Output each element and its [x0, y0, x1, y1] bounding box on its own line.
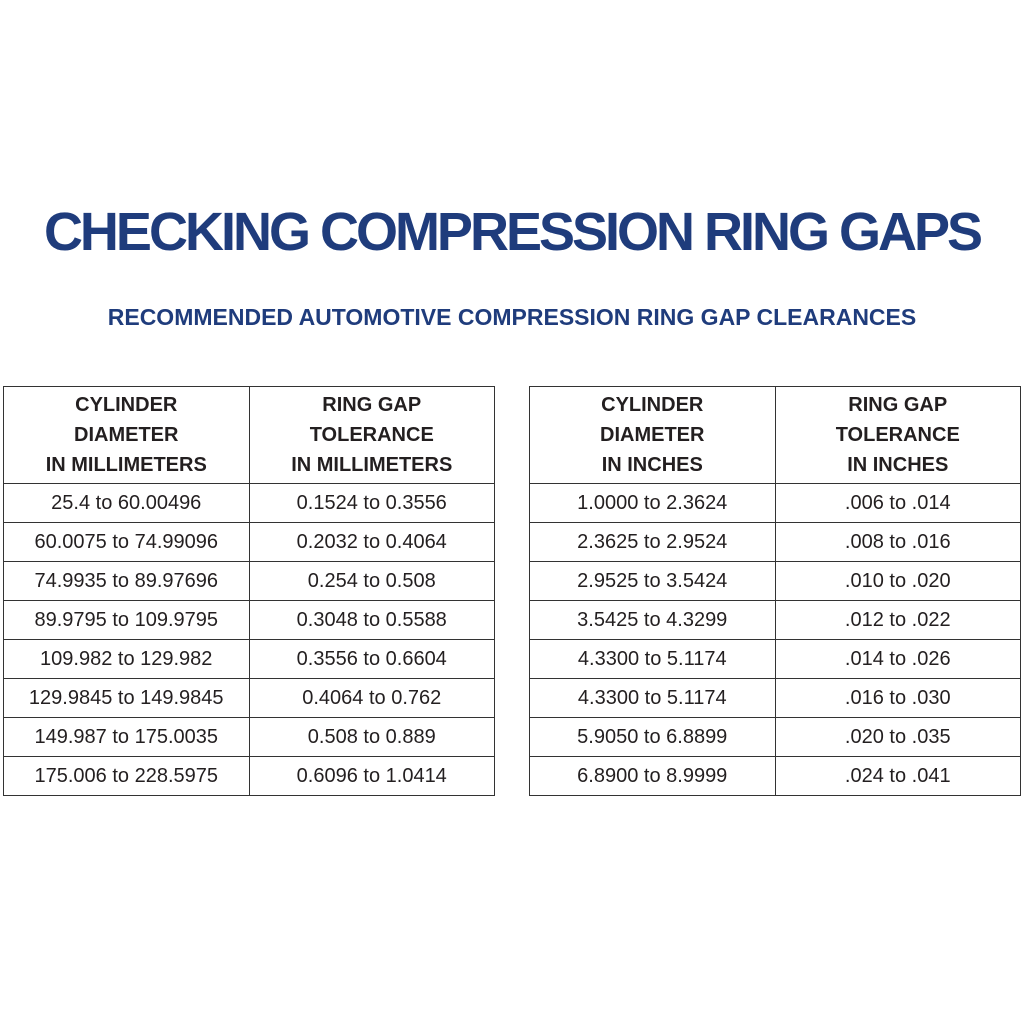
ring-gap-cell: .006 to .014: [774, 483, 1021, 523]
column-header: RING GAP TOLERANCE IN MILLIMETERS: [248, 386, 495, 484]
header-row: CYLINDER DIAMETER IN INCHES RING GAP TOLERAN…: [529, 386, 1021, 484]
table-row: 60.0075 to 74.99096 0.2032 to 0.4064: [3, 522, 495, 562]
column-header-line: DIAMETER: [600, 424, 705, 446]
ring-gap-cell: .014 to .026: [774, 639, 1021, 679]
table-row: 4.3300 to 5.1174.014 to .026: [529, 639, 1021, 679]
header-row: CYLINDER DIAMETER IN MILLIMETERS RING GAP TO…: [3, 386, 495, 484]
table-row: 74.9935 to 89.97696 0.254 to 0.508: [3, 561, 495, 601]
column-header-line: IN INCHES: [847, 454, 949, 476]
cylinder-diameter-cell: 89.9795 to 109.9795: [3, 600, 250, 640]
column-header: CYLINDER DIAMETER IN INCHES: [529, 386, 776, 484]
ring-gap-cell: 0.3556 to 0.6604: [248, 639, 495, 679]
column-header-line: TOLERANCE: [835, 424, 960, 446]
ring-gap-cell: 0.1524 to 0.3556: [248, 483, 495, 523]
ring-gap-cell: 0.3048 to 0.5588: [248, 600, 495, 640]
column-header-line: TOLERANCE: [309, 424, 434, 446]
column-header-line: CYLINDER: [75, 394, 178, 416]
column-header-line: IN MILLIMETERS: [291, 454, 453, 476]
ring-gap-cell: .024 to .041: [774, 756, 1021, 796]
table-row: 5.9050 to 6.8899.020 to .035: [529, 717, 1021, 757]
ring-gap-cell: 0.4064 to 0.762: [248, 678, 495, 718]
column-header-line: DIAMETER: [74, 424, 179, 446]
ring-gap-cell: 0.254 to 0.508: [248, 561, 495, 601]
column-header-line: RING GAP: [848, 394, 948, 416]
ring-gap-cell: .008 to .016: [774, 522, 1021, 562]
cylinder-diameter-cell: 109.982 to 129.982: [3, 639, 250, 679]
table-row: 149.987 to 175.0035 0.508 to 0.889: [3, 717, 495, 757]
column-header: RING GAP TOLERANCE IN INCHES: [774, 386, 1021, 484]
millimeters-table: CYLINDER DIAMETER IN MILLIMETERS RING GAP TO…: [3, 386, 495, 796]
cylinder-diameter-cell: 6.8900 to 8.9999: [529, 756, 776, 796]
cylinder-diameter-cell: 60.0075 to 74.99096: [3, 522, 250, 562]
page-title: CHECKING COMPRESSION RING GAPS: [43, 202, 983, 262]
table-row: 3.5425 to 4.3299.012 to .022: [529, 600, 1021, 640]
inches-table: CYLINDER DIAMETER IN INCHES RING GAP TOLERAN…: [529, 386, 1021, 796]
ring-gap-cell: 0.2032 to 0.4064: [248, 522, 495, 562]
column-header-line: CYLINDER: [601, 394, 704, 416]
table-row: 175.006 to 228.5975 0.6096 to 1.0414: [3, 756, 495, 796]
cylinder-diameter-cell: 175.006 to 228.5975: [3, 756, 250, 796]
cylinder-diameter-cell: 1.0000 to 2.3624: [529, 483, 776, 523]
table-row: 129.9845 to 149.9845 0.4064 to 0.762: [3, 678, 495, 718]
table-row: 4.3300 to 5.1174.016 to .030: [529, 678, 1021, 718]
cylinder-diameter-cell: 4.3300 to 5.1174: [529, 678, 776, 718]
cylinder-diameter-cell: 149.987 to 175.0035: [3, 717, 250, 757]
ring-gap-cell: .016 to .030: [774, 678, 1021, 718]
cylinder-diameter-cell: 2.9525 to 3.5424: [529, 561, 776, 601]
table-row: 6.8900 to 8.9999.024 to .041: [529, 756, 1021, 796]
column-header-line: IN INCHES: [601, 454, 703, 476]
column-header-line: IN MILLIMETERS: [45, 454, 207, 476]
cylinder-diameter-cell: 5.9050 to 6.8899: [529, 717, 776, 757]
cylinder-diameter-cell: 74.9935 to 89.97696: [3, 561, 250, 601]
table-row: 25.4 to 60.00496 0.1524 to 0.3556: [3, 483, 495, 523]
ring-gap-cell: .012 to .022: [774, 600, 1021, 640]
table-row: 89.9795 to 109.9795 0.3048 to 0.5588: [3, 600, 495, 640]
table-row: 1.0000 to 2.3624.006 to .014: [529, 483, 1021, 523]
cylinder-diameter-cell: 25.4 to 60.00496: [3, 483, 250, 523]
cylinder-diameter-cell: 129.9845 to 149.9845: [3, 678, 250, 718]
cylinder-diameter-cell: 4.3300 to 5.1174: [529, 639, 776, 679]
column-header-line: RING GAP: [322, 394, 422, 416]
ring-gap-cell: 0.508 to 0.889: [248, 717, 495, 757]
column-header: CYLINDER DIAMETER IN MILLIMETERS: [3, 386, 250, 484]
table-row: 109.982 to 129.982 0.3556 to 0.6604: [3, 639, 495, 679]
table-row: 2.3625 to 2.9524.008 to .016: [529, 522, 1021, 562]
cylinder-diameter-cell: 3.5425 to 4.3299: [529, 600, 776, 640]
cylinder-diameter-cell: 2.3625 to 2.9524: [529, 522, 776, 562]
ring-gap-cell: .020 to .035: [774, 717, 1021, 757]
page-subtitle: RECOMMENDED AUTOMOTIVE COMPRESSION RING …: [107, 304, 917, 330]
ring-gap-cell: 0.6096 to 1.0414: [248, 756, 495, 796]
ring-gap-cell: .010 to .020: [774, 561, 1021, 601]
table-row: 2.9525 to 3.5424.010 to .020: [529, 561, 1021, 601]
